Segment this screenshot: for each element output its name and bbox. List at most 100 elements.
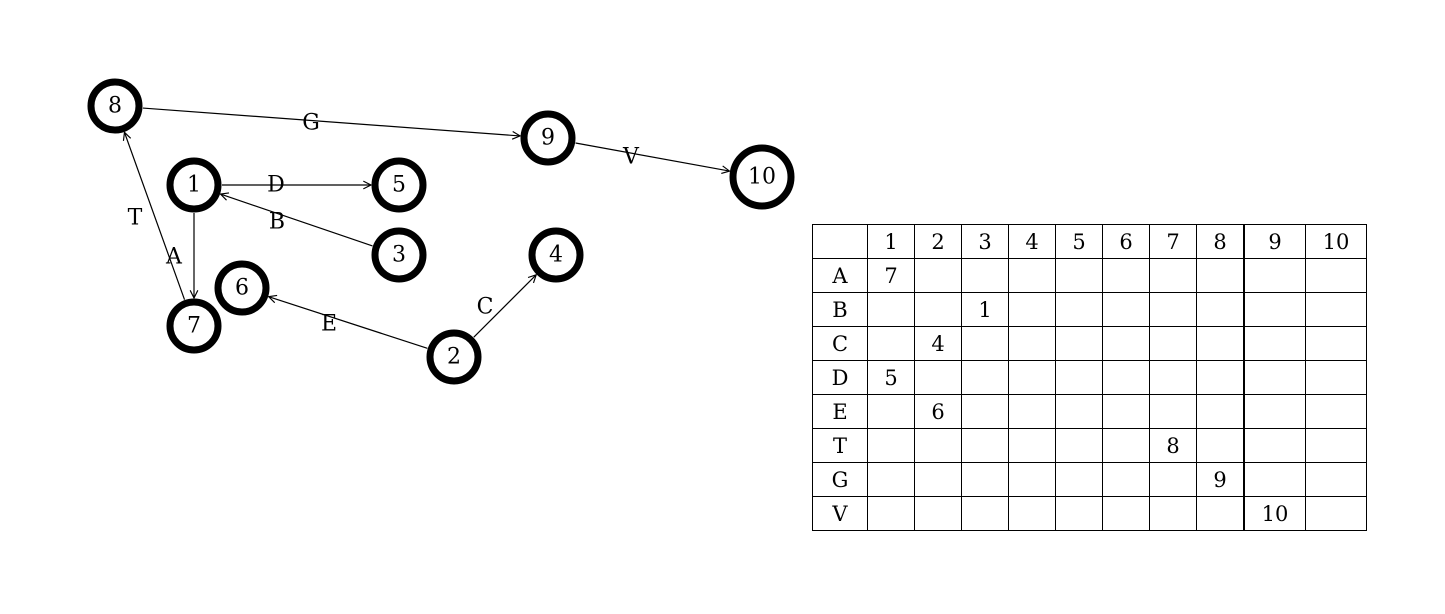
incidence-table: 1 2 3 4 5 6 7 8 9 10 A 7 B 1 C 4 D 5 E 6 T 8 G 9 V 10 xyxy=(812,224,1367,531)
node-8-label: 8 xyxy=(108,94,122,119)
node-9-label: 9 xyxy=(541,126,555,151)
table-cell xyxy=(914,428,962,463)
table-cell xyxy=(914,462,962,497)
table-cell xyxy=(1196,360,1245,395)
table-cell xyxy=(1055,326,1103,361)
table-cell: 4 xyxy=(914,326,962,361)
table-cell xyxy=(1055,462,1103,497)
node-5: 5 xyxy=(371,157,427,213)
table-cell xyxy=(1149,258,1197,293)
table-body: A 7 B 1 C 4 D 5 E 6 T 8 G 9 V 10 xyxy=(812,258,1367,531)
table-cell xyxy=(961,496,1009,531)
edge-T-arrow xyxy=(124,132,186,300)
table-cell xyxy=(867,496,915,531)
table-corner-cell xyxy=(812,224,868,259)
table-cell xyxy=(1102,394,1150,429)
table-cell xyxy=(1305,258,1367,293)
table-cell xyxy=(1305,360,1367,395)
edge-B-arrow xyxy=(220,194,373,247)
node-10-circle xyxy=(729,144,795,210)
table-cell xyxy=(1102,428,1150,463)
row-header-C: C xyxy=(812,326,868,361)
table-cell xyxy=(1149,394,1197,429)
table-cell xyxy=(1008,496,1056,531)
table-cell xyxy=(1196,258,1245,293)
table-cell xyxy=(1102,462,1150,497)
table-cell xyxy=(914,258,962,293)
table-cell xyxy=(1008,292,1056,327)
node-3-circle xyxy=(371,227,427,283)
edge-C-label: C xyxy=(477,295,494,320)
table-cell xyxy=(1055,394,1103,429)
column-header-3: 3 xyxy=(961,224,1009,259)
table-cell xyxy=(1243,428,1306,463)
node-1: 1 xyxy=(166,157,222,213)
table-cell xyxy=(1196,496,1245,531)
row-header-G: G xyxy=(812,462,868,497)
table-cell xyxy=(1305,292,1367,327)
table-cell xyxy=(1196,428,1245,463)
table-cell xyxy=(961,360,1009,395)
node-6-circle xyxy=(214,260,270,316)
table-cell xyxy=(1149,292,1197,327)
table-cell xyxy=(1055,428,1103,463)
table-cell xyxy=(867,326,915,361)
node-2-label: 2 xyxy=(447,345,461,370)
table-row: V 10 xyxy=(812,496,1367,531)
table-cell xyxy=(1243,292,1306,327)
node-7-circle xyxy=(166,298,222,354)
node-2-circle xyxy=(426,329,482,385)
table-cell xyxy=(1196,394,1245,429)
edge-B-label: B xyxy=(269,210,285,235)
table-cell xyxy=(1305,394,1367,429)
table-cell xyxy=(1305,496,1367,531)
edge-V-arrow xyxy=(575,142,730,171)
table-cell xyxy=(1305,462,1367,497)
column-header-1: 1 xyxy=(867,224,915,259)
table-cell xyxy=(1196,292,1245,327)
edge-D-label: D xyxy=(267,173,285,198)
edge-A-label: A xyxy=(165,245,183,270)
column-header-6: 6 xyxy=(1102,224,1150,259)
table-cell: 10 xyxy=(1243,496,1306,531)
table-cell xyxy=(1008,462,1056,497)
table-cell xyxy=(1055,360,1103,395)
column-header-8: 8 xyxy=(1196,224,1245,259)
table-cell: 9 xyxy=(1196,462,1245,497)
table-cell xyxy=(1102,258,1150,293)
node-6-label: 6 xyxy=(235,276,249,301)
node-2: 2 xyxy=(426,329,482,385)
table-cell xyxy=(867,394,915,429)
table-cell xyxy=(1055,292,1103,327)
row-header-B: B xyxy=(812,292,868,327)
table-cell xyxy=(961,326,1009,361)
row-header-T: T xyxy=(812,428,868,463)
table-cell xyxy=(1149,462,1197,497)
row-header-A: A xyxy=(812,258,868,293)
table-cell: 6 xyxy=(914,394,962,429)
table-cell xyxy=(1243,258,1306,293)
column-header-10: 10 xyxy=(1305,224,1367,259)
row-header-D: D xyxy=(812,360,868,395)
edge-V-label: V xyxy=(622,145,640,170)
table-cell: 5 xyxy=(867,360,915,395)
node-7: 7 xyxy=(166,298,222,354)
table-cell xyxy=(1102,292,1150,327)
table-cell xyxy=(1196,326,1245,361)
table-cell xyxy=(914,292,962,327)
column-header-2: 2 xyxy=(914,224,962,259)
column-header-4: 4 xyxy=(1008,224,1056,259)
table-cell: 7 xyxy=(867,258,915,293)
table-cell xyxy=(1243,462,1306,497)
table-cell xyxy=(867,292,915,327)
table-cell xyxy=(1243,326,1306,361)
node-9: 9 xyxy=(520,110,576,166)
table-cell xyxy=(1149,496,1197,531)
table-cell xyxy=(1055,258,1103,293)
node-7-label: 7 xyxy=(187,314,201,339)
